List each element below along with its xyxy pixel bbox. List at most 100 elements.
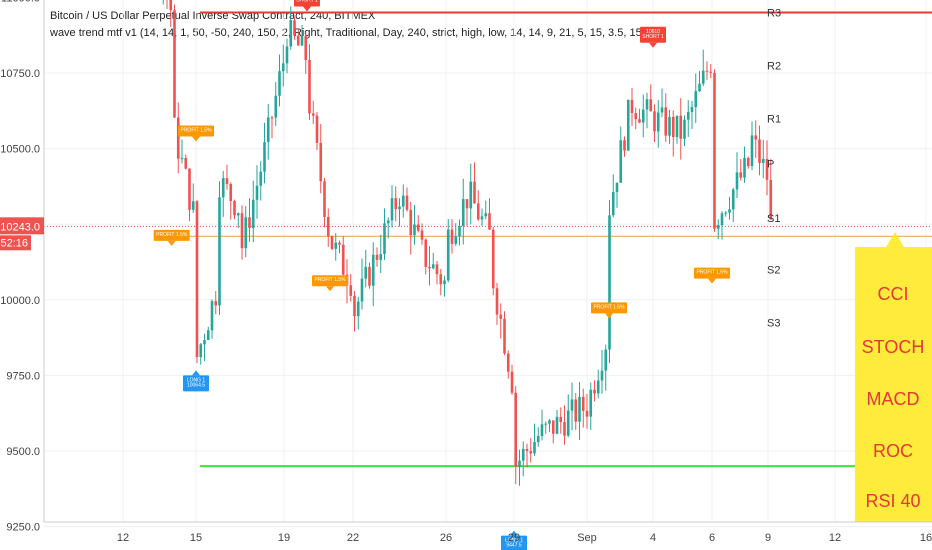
candle [274, 95, 278, 118]
candle [596, 380, 600, 394]
flag-body [178, 125, 214, 137]
candle [626, 99, 630, 151]
time-tick-label: 4 [650, 532, 656, 544]
candle [319, 142, 323, 182]
candle [416, 224, 420, 231]
candle [484, 213, 488, 217]
candle [330, 236, 334, 249]
flag-pointer [192, 136, 200, 142]
candle [364, 266, 368, 279]
candle [424, 239, 428, 267]
candle [611, 192, 615, 216]
flag-body [312, 275, 348, 287]
flag-pointer [605, 313, 613, 319]
candle [735, 172, 739, 190]
candle [221, 178, 225, 198]
flag-label: PROFIT 1.5% [314, 277, 346, 283]
indicator-label: ROC [873, 441, 913, 461]
flag-label: LONG 1 [505, 538, 524, 544]
candle [491, 229, 495, 289]
candle [184, 157, 188, 169]
candle [461, 199, 465, 226]
candle [304, 36, 308, 60]
candle [458, 225, 461, 237]
candle [206, 330, 210, 341]
pivot-label-s1: S1 [767, 213, 780, 225]
time-tick-label: 9 [765, 532, 771, 544]
candle [431, 264, 435, 269]
pivot-label-r1: R1 [767, 113, 781, 125]
candle [589, 389, 593, 417]
candle [368, 266, 371, 286]
flag-body [501, 535, 527, 550]
candle [638, 119, 641, 123]
last-price-label: 10243.0 [0, 221, 40, 233]
candle [649, 99, 653, 112]
flag-pointer [510, 530, 518, 536]
candle [683, 119, 686, 139]
candle [409, 209, 413, 236]
candle [233, 201, 236, 216]
candle [503, 318, 506, 354]
indicator-legend[interactable]: wave trend mtf v1 (14, 14, 1, 50, -50, 2… [50, 27, 646, 39]
candle [296, 35, 300, 46]
candle [360, 278, 364, 302]
candle [311, 113, 315, 116]
flag-pointer [192, 370, 200, 376]
candle [469, 181, 473, 209]
candle [566, 410, 570, 436]
candle [285, 46, 289, 64]
candle [698, 83, 701, 92]
candle [765, 158, 769, 180]
candle [533, 441, 536, 454]
price-tick-label: 11000.0 [1, 0, 40, 4]
time-tick-label: 12 [829, 532, 841, 544]
flag-label: PROFIT 1.5% [593, 304, 625, 310]
flag-label: 10610 [646, 29, 660, 35]
candle [701, 70, 705, 84]
candle [191, 201, 195, 210]
candle [518, 460, 521, 467]
candle [278, 71, 281, 96]
candle [514, 392, 518, 467]
candle [619, 140, 623, 183]
candle [525, 448, 529, 452]
candle [180, 157, 184, 159]
candle [394, 198, 398, 210]
candle [675, 115, 679, 138]
flag-body [694, 267, 730, 279]
candle [581, 396, 585, 411]
candle [608, 215, 611, 350]
candle [218, 197, 221, 306]
time-tick-label: 29 [508, 532, 520, 544]
flag-label: LONG 1 [187, 377, 206, 383]
price-axis[interactable]: 12250.012000.011750.011500.011250.011000… [0, 0, 45, 534]
last-price-tag [0, 217, 44, 235]
candle [600, 370, 604, 381]
pivot-label-p: P [767, 159, 774, 171]
candle [686, 111, 690, 120]
candle [349, 285, 353, 296]
flag-label: SHORT 1 [296, 0, 318, 3]
candle [210, 301, 214, 331]
candle [240, 213, 244, 249]
candle [679, 115, 683, 139]
candle [176, 117, 180, 159]
pivot-label-s3: S3 [767, 317, 780, 329]
time-axis[interactable]: 12 15 19 22 26 29 Sep 4 6 9 12 16 [44, 521, 932, 544]
candle [758, 139, 761, 164]
candle [443, 280, 446, 285]
candle [263, 142, 266, 172]
candle [420, 230, 424, 240]
profit-signal: PROFIT 1.5% [591, 302, 627, 319]
candle [173, 10, 176, 118]
candle [574, 399, 578, 422]
candle [510, 371, 514, 393]
profit-signal: PROFIT 1.5% [153, 229, 190, 246]
candle [709, 71, 713, 73]
candle [623, 140, 626, 151]
candle [383, 223, 386, 255]
candle [664, 107, 668, 136]
